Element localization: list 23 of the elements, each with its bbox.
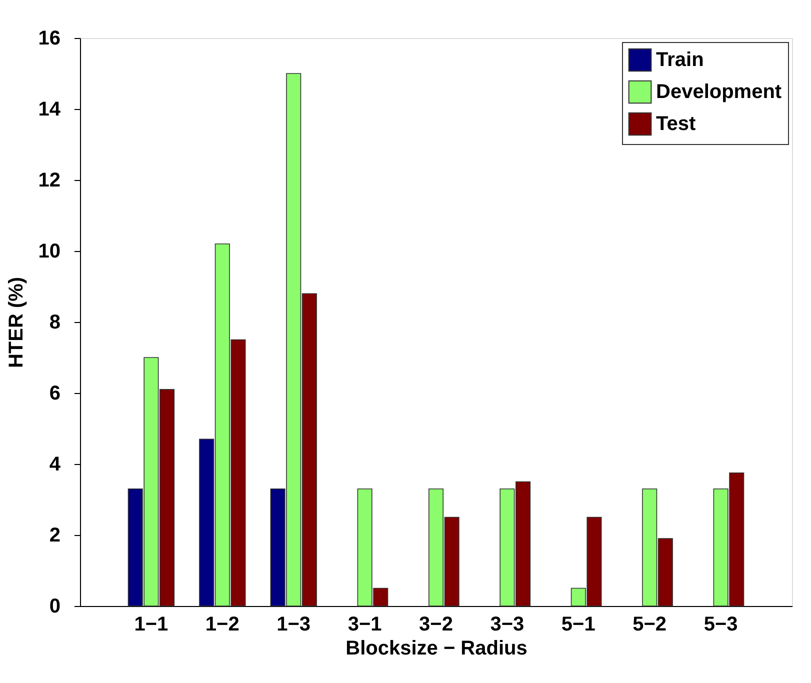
y-tick-label: 6: [49, 382, 60, 404]
x-axis-title: Blocksize − Radius: [346, 638, 528, 660]
x-tick-label: 3−2: [419, 614, 453, 636]
x-tick-label: 5−1: [561, 614, 596, 636]
legend-label: Development: [656, 81, 782, 103]
y-tick-label: 8: [49, 312, 60, 334]
x-tick-label: 1−3: [276, 614, 311, 636]
y-tick-label: 2: [49, 524, 60, 546]
x-tick-label: 5−2: [632, 614, 667, 636]
y-tick-label: 0: [49, 596, 60, 618]
y-tick-label: 12: [38, 170, 60, 192]
y-axis-title: HTER (%): [5, 276, 28, 368]
y-tick-label: 4: [49, 454, 62, 476]
y-tick-label: 16: [38, 28, 60, 50]
x-tick-label: 1−2: [205, 614, 240, 636]
y-tick-label: 10: [38, 240, 60, 262]
x-tick-label: 1−1: [134, 614, 168, 636]
x-tick-label: 5−3: [704, 614, 738, 636]
x-tick-label: 3−1: [348, 614, 382, 636]
x-tick-label: 3−3: [490, 614, 524, 636]
y-tick-label: 14: [38, 98, 62, 120]
legend-label: Train: [656, 49, 704, 71]
legend-label: Test: [656, 113, 696, 135]
